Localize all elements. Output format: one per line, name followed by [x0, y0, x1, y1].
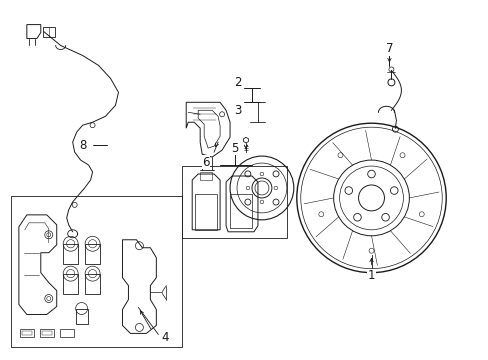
Text: 6: 6	[202, 156, 209, 168]
Text: 2: 2	[234, 76, 241, 89]
Bar	[60, 329, 74, 337]
Text: 7: 7	[385, 42, 392, 55]
Bar	[22, 332, 32, 336]
Bar	[41, 332, 52, 336]
Bar	[182, 166, 286, 238]
Bar	[63, 244, 78, 264]
Bar	[200, 172, 212, 180]
Bar	[76, 309, 87, 324]
Text: 5: 5	[231, 141, 238, 155]
Bar	[11, 196, 182, 347]
Text: 1: 1	[367, 269, 374, 282]
Bar	[20, 329, 34, 337]
Bar	[63, 274, 78, 293]
Bar	[85, 244, 100, 264]
Text: 8: 8	[79, 139, 86, 152]
Bar	[85, 274, 100, 293]
Text: 4: 4	[161, 331, 169, 344]
Bar	[40, 329, 54, 337]
Text: 3: 3	[234, 104, 241, 117]
